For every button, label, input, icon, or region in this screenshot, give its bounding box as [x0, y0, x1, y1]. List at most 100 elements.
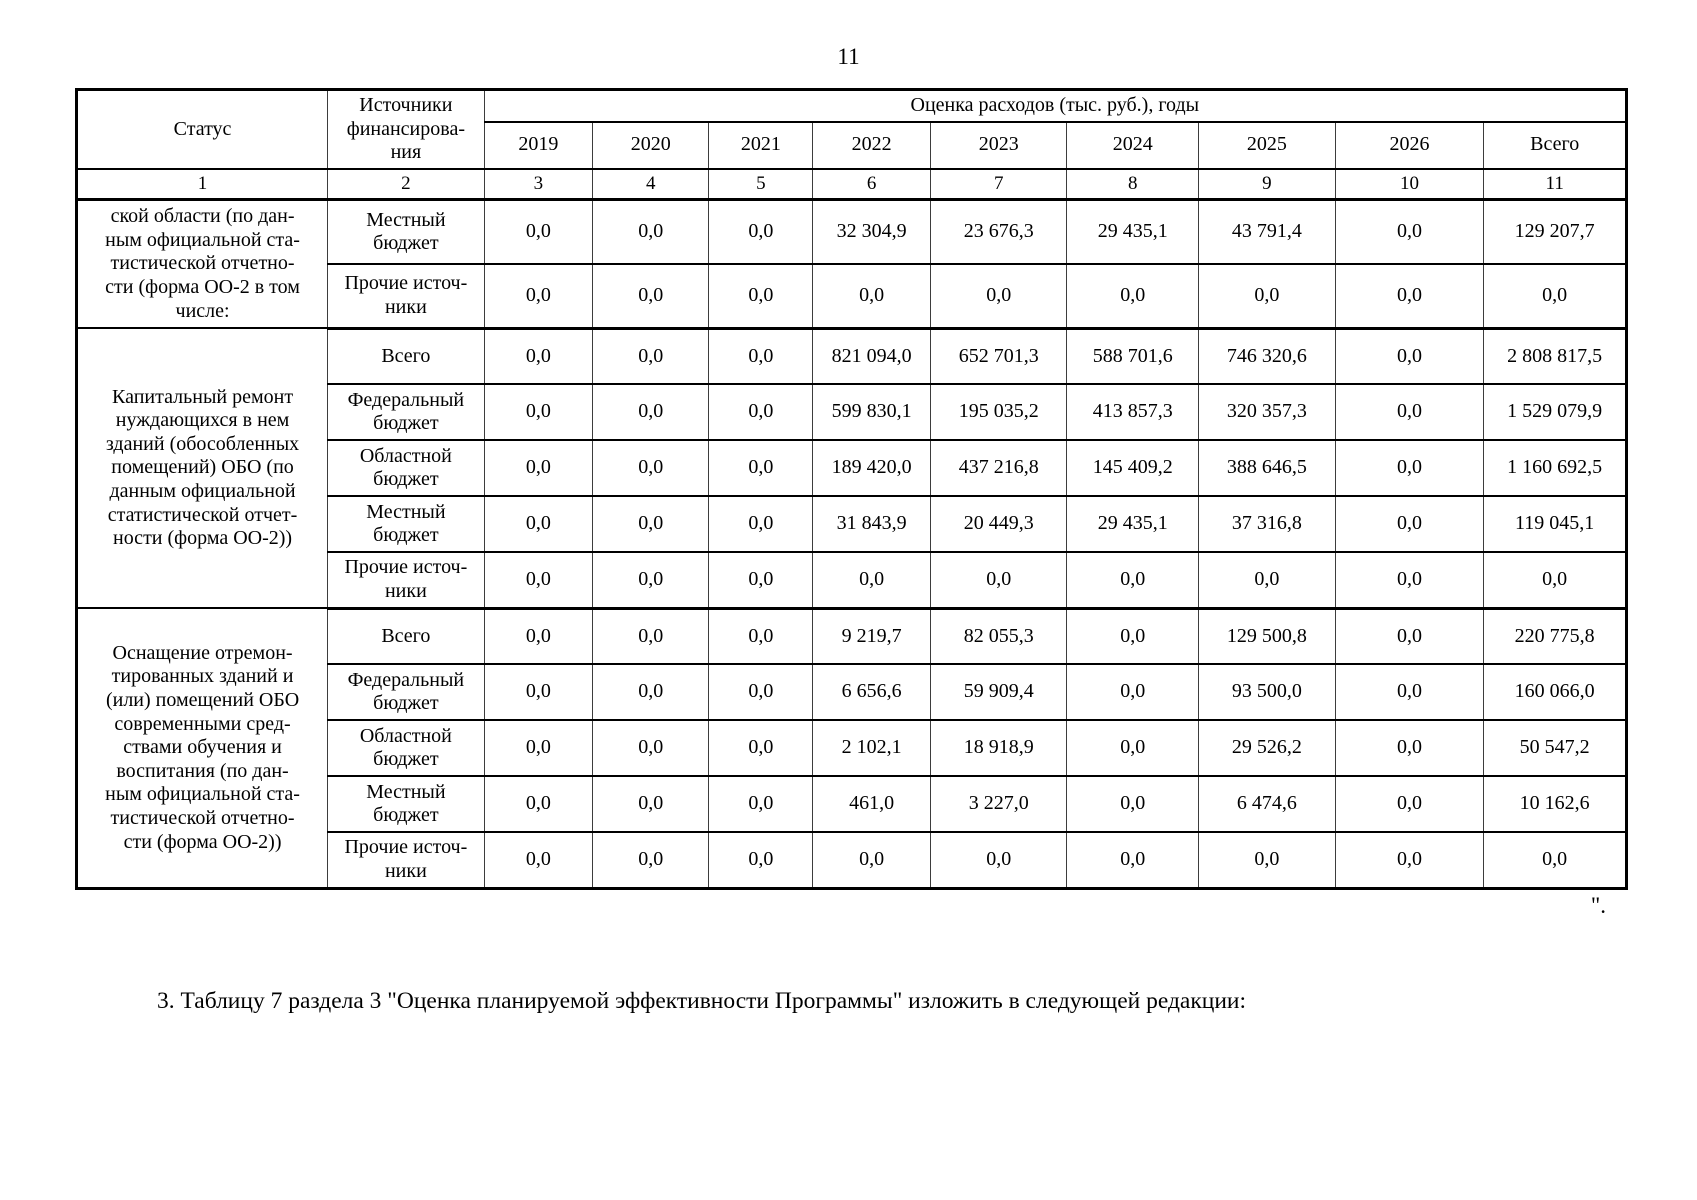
table-header: Статус Источники финансирова- ния Оценка…	[75, 88, 1628, 202]
value-cell: 0,0	[1066, 663, 1200, 722]
header-year-cell: 2022	[812, 120, 932, 170]
value-cell: 0,0	[483, 439, 594, 498]
table-row: Областной бюджет 0,0 0,0 0,0 2 102,1 18 918,9…	[77, 719, 1627, 778]
value-cell: 320 357,3	[1198, 383, 1336, 442]
value-cell: 129 207,7	[1483, 198, 1627, 266]
value-cell: 0,0	[592, 263, 710, 330]
value-cell: 0,0	[708, 383, 814, 442]
table-row: Федеральный бюджет 0,0 0,0 0,0 6 656,6 59 909…	[77, 663, 1627, 722]
value-cell: 145 409,2	[1066, 439, 1200, 498]
value-cell: 0,0	[1483, 831, 1627, 890]
value-cell: 23 676,3	[930, 198, 1068, 266]
value-cell: 0,0	[1334, 831, 1485, 890]
funding-source-cell: Местный бюджет	[327, 495, 485, 554]
table-row: Капитальный ремонт нуждающихся в нем зда…	[75, 327, 1627, 610]
header-year-cell: 2019	[483, 120, 594, 170]
value-cell: 461,0	[812, 775, 932, 834]
funding-source-cell: Местный бюджет	[327, 775, 485, 834]
value-cell: 0,0	[1066, 551, 1200, 610]
value-cell: 746 320,6	[1198, 327, 1336, 386]
value-cell: 0,0	[1334, 719, 1485, 778]
value-cell: 0,0	[708, 607, 814, 666]
value-cell: 0,0	[1334, 663, 1485, 722]
value-cell: 821 094,0	[812, 327, 932, 386]
value-cell: 0,0	[483, 551, 594, 610]
value-cell: 0,0	[1334, 607, 1485, 666]
value-cell: 0,0	[708, 495, 814, 554]
table-row: Прочие источ- ники 0,0 0,0 0,0 0,0 0,0 0,0 0,0 0…	[77, 263, 1627, 330]
value-cell: 0,0	[1066, 607, 1200, 666]
closing-quote-mark: ".	[1590, 893, 1606, 918]
header-year-cell: 2023	[930, 120, 1068, 170]
value-cell: 0,0	[592, 439, 710, 498]
value-cell: 0,0	[708, 327, 814, 386]
value-cell: 0,0	[1066, 263, 1200, 330]
value-cell: 0,0	[483, 831, 594, 890]
value-cell: 0,0	[812, 551, 932, 610]
value-cell: 0,0	[1334, 327, 1485, 386]
value-cell: 0,0	[592, 663, 710, 722]
value-cell: 0,0	[1334, 551, 1485, 610]
value-cell: 6 656,6	[812, 663, 932, 722]
value-cell: 20 449,3	[930, 495, 1068, 554]
value-cell: 437 216,8	[930, 439, 1068, 498]
value-cell: 189 420,0	[812, 439, 932, 498]
value-cell: 0,0	[483, 263, 594, 330]
value-cell: 93 500,0	[1198, 663, 1336, 722]
funding-source-cell: Федеральный бюджет	[327, 383, 485, 442]
value-cell: 0,0	[592, 607, 710, 666]
footer-paragraph: 3. Таблицу 7 раздела 3 "Оценка планируем…	[157, 988, 1247, 1014]
value-cell: 652 701,3	[930, 327, 1068, 386]
column-number-cell: 2	[327, 167, 485, 202]
value-cell: 0,0	[708, 551, 814, 610]
value-cell: 82 055,3	[930, 607, 1068, 666]
value-cell: 0,0	[1066, 831, 1200, 890]
value-cell: 0,0	[708, 775, 814, 834]
header-source-cell: Источники финансирова- ния	[327, 88, 485, 170]
value-cell: 2 102,1	[812, 719, 932, 778]
value-cell: 0,0	[930, 831, 1068, 890]
value-cell: 0,0	[708, 719, 814, 778]
value-cell: 2 808 817,5	[1483, 327, 1627, 386]
value-cell: 0,0	[1198, 263, 1336, 330]
header-year-cell: 2025	[1198, 120, 1336, 170]
value-cell: 0,0	[708, 263, 814, 330]
value-cell: 0,0	[483, 495, 594, 554]
value-cell: 0,0	[1334, 383, 1485, 442]
value-cell: 37 316,8	[1198, 495, 1336, 554]
value-cell: 43 791,4	[1198, 198, 1336, 266]
value-cell: 10 162,6	[1483, 775, 1627, 834]
table-row: Областной бюджет 0,0 0,0 0,0 189 420,0 437 21…	[77, 439, 1627, 498]
value-cell: 3 227,0	[930, 775, 1068, 834]
value-cell: 388 646,5	[1198, 439, 1336, 498]
value-cell: 0,0	[483, 663, 594, 722]
value-cell: 31 843,9	[812, 495, 932, 554]
value-cell: 0,0	[708, 663, 814, 722]
status-cell: Оснащение отремон- тированных зданий и (…	[75, 607, 329, 890]
funding-source-cell: Местный бюджет	[327, 198, 485, 266]
value-cell: 0,0	[708, 831, 814, 890]
funding-source-cell: Областной бюджет	[327, 719, 485, 778]
status-cell: ской области (по дан- ным официальной ст…	[75, 198, 329, 330]
value-cell: 119 045,1	[1483, 495, 1627, 554]
value-cell: 0,0	[483, 607, 594, 666]
table-row: Местный бюджет 0,0 0,0 0,0 31 843,9 20 449,3 2…	[77, 495, 1627, 554]
header-status-cell: Статус	[75, 88, 329, 170]
value-cell: 0,0	[1334, 495, 1485, 554]
value-cell: 0,0	[483, 383, 594, 442]
value-cell: 0,0	[592, 495, 710, 554]
funding-source-cell: Прочие источ- ники	[327, 263, 485, 330]
header-year-cell: 2020	[592, 120, 710, 170]
funding-source-cell: Прочие источ- ники	[327, 551, 485, 610]
value-cell: 0,0	[1334, 439, 1485, 498]
value-cell: 0,0	[1066, 775, 1200, 834]
value-cell: 9 219,7	[812, 607, 932, 666]
column-number-cell: 11	[1483, 167, 1627, 202]
column-number-cell: 5	[708, 167, 814, 202]
value-cell: 0,0	[1198, 551, 1336, 610]
table-row: Прочие источ- ники 0,0 0,0 0,0 0,0 0,0 0,0 0,0 0…	[77, 831, 1627, 890]
value-cell: 599 830,1	[812, 383, 932, 442]
page-number: 11	[837, 44, 860, 69]
header-costs-title-cell: Оценка расходов (тыс. руб.), годы	[483, 88, 1628, 123]
column-number-cell: 3	[483, 167, 594, 202]
